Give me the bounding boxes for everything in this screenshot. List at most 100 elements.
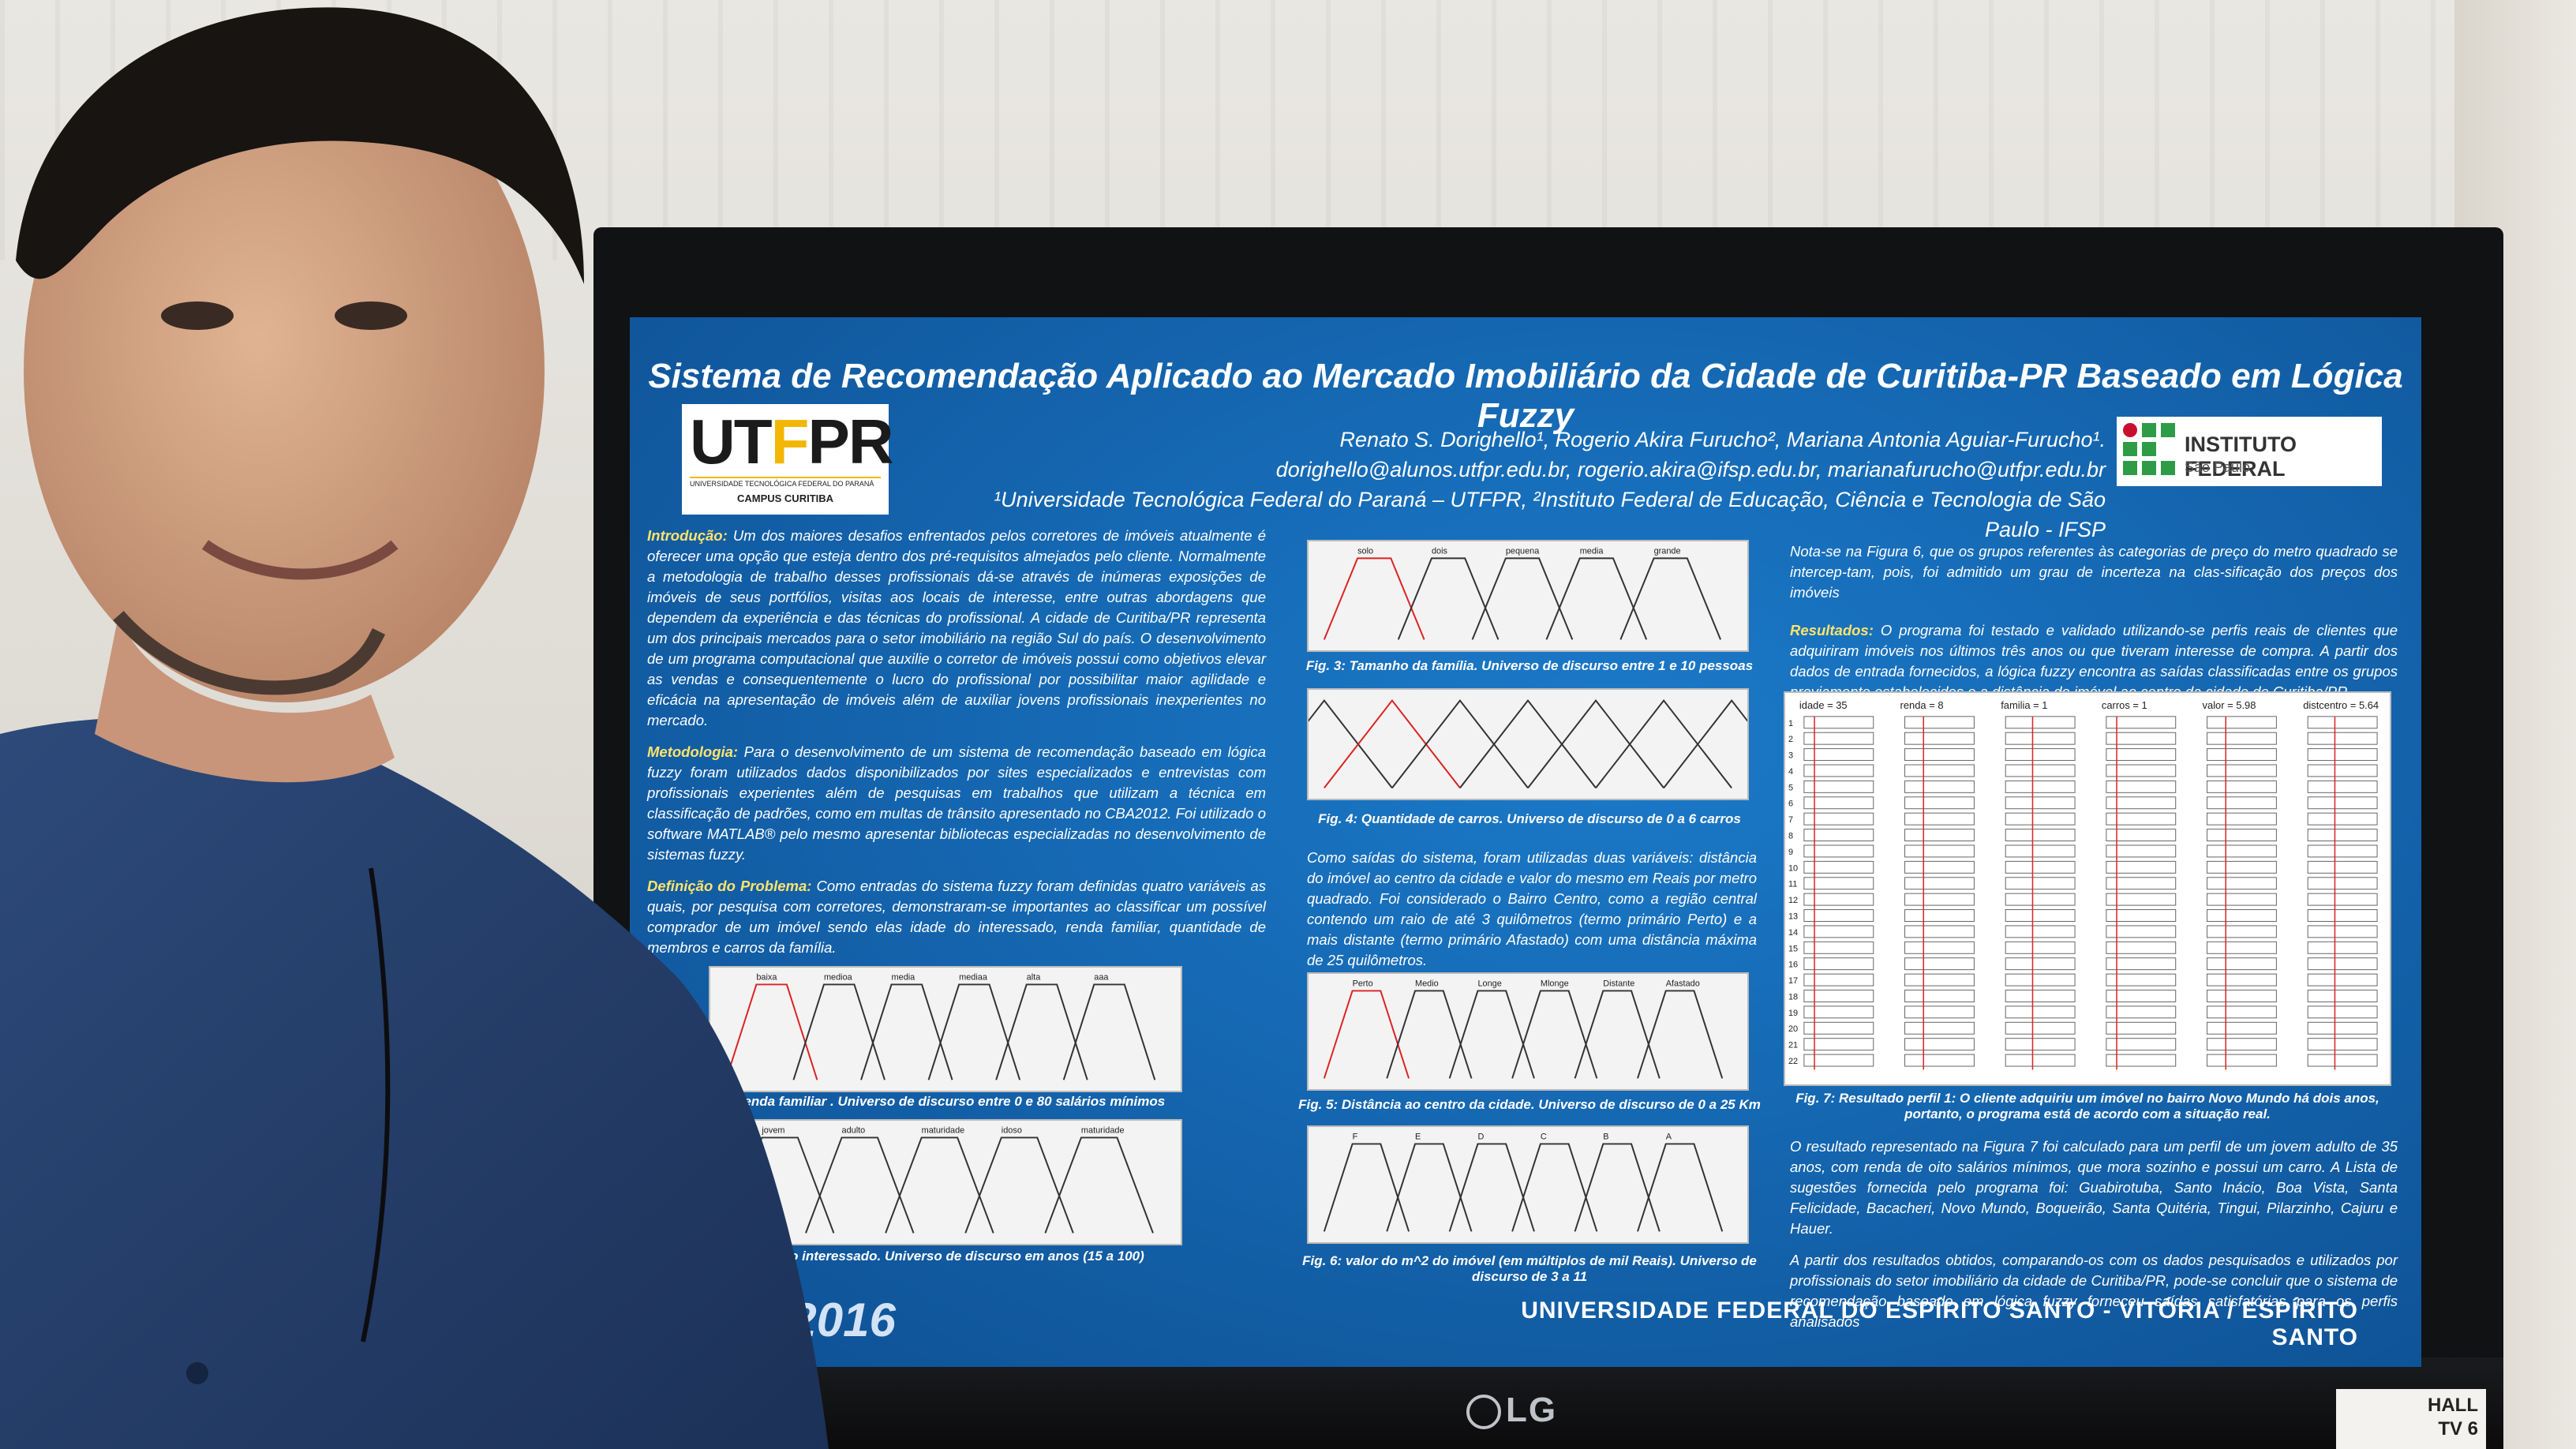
fig7-rule-cell xyxy=(2307,796,2378,810)
fig7-rule-cell xyxy=(1803,844,1874,858)
membership-curve xyxy=(1637,1143,1724,1232)
conclusion-paragraph: A partir dos resultados obtidos, compara… xyxy=(1790,1252,2398,1330)
fig7-rule-cell xyxy=(2307,1005,2378,1019)
fig7-rule-cell xyxy=(2207,957,2277,971)
outputs-paragraph: Como saídas do sistema, foram utilizadas… xyxy=(1307,849,1757,968)
fig2-svg: jovem adulto maturidade idoso maturidade xyxy=(724,1126,1154,1234)
fig7-rule-cell xyxy=(2005,1054,2076,1067)
membership-label: D xyxy=(1477,1133,1484,1142)
fig7-rule-cell xyxy=(2005,893,2076,906)
membership-label: maturidade xyxy=(922,1126,965,1136)
tv-bezel-bottom xyxy=(593,1357,2503,1449)
fig7-rule-cell xyxy=(2207,829,2277,842)
membership-label: medioa xyxy=(824,973,853,983)
fig7-rule-cell xyxy=(2005,812,2076,826)
fig7-rule-cell xyxy=(2005,716,2076,729)
fig7-row-number: 1 xyxy=(1788,719,1793,728)
membership-curve xyxy=(1309,698,1393,788)
problem-paragraph: Definição do Problema: Como entradas do … xyxy=(647,878,1266,956)
fig5-caption: Fig. 5: Distância ao centro da cidade. U… xyxy=(1298,1097,1761,1112)
fig7-header: idade = 35 xyxy=(1799,699,1848,711)
fig7-rule-cell xyxy=(2307,829,2378,842)
fig4-caption: Fig. 4: Quantidade de carros. Universo d… xyxy=(1318,811,1741,826)
face-shape xyxy=(24,39,545,702)
fig7-rule-cell xyxy=(2005,732,2076,745)
fig7-rule-cell xyxy=(1904,925,1975,938)
fig7-rule-cell xyxy=(2307,909,2378,922)
fig7-rule-cell xyxy=(1803,732,1874,745)
neck-shape xyxy=(95,616,395,783)
fig7-row-number: 17 xyxy=(1788,976,1798,986)
fig7-rule-cell xyxy=(2307,1021,2378,1035)
fig5-svg: Perto Medio Longe Mlonge Distante Afastado xyxy=(1323,979,1724,1079)
fig7-rule-cell xyxy=(2106,941,2177,954)
fig7-rule-cell xyxy=(1904,893,1975,906)
membership-label: Medio xyxy=(1415,979,1439,989)
utfpr-logo-mark: UTFPR xyxy=(690,406,894,477)
fig7-rule-cell xyxy=(1803,796,1874,810)
fig7-rule-cell xyxy=(1904,732,1975,745)
fig7-rule-cell xyxy=(2005,780,2076,793)
fig7-row-number: 11 xyxy=(1788,880,1797,889)
membership-curve xyxy=(1391,698,1529,788)
tv-label-sign: HALL TV 6 xyxy=(2336,1389,2486,1449)
hair-shape xyxy=(16,7,584,284)
fig7-rule-cell xyxy=(2307,860,2378,874)
fig7-row-number: 22 xyxy=(1788,1057,1798,1066)
fig7-rule-cell xyxy=(2005,877,2076,890)
fig7-rule-cell xyxy=(2106,829,2177,842)
fig7-rule-cell xyxy=(1803,909,1874,922)
fig7-rule-cell xyxy=(2005,796,2076,810)
fig7-row-number: 8 xyxy=(1788,832,1793,841)
membership-curve xyxy=(1386,990,1473,1079)
membership-curve xyxy=(860,983,953,1080)
fig7-rule-cell xyxy=(1803,957,1874,971)
membership-label: media xyxy=(1580,547,1604,556)
person-foreground xyxy=(0,7,829,1449)
fig7-result: idade = 35 renda = 8 familia = 1 carros = 1… xyxy=(1784,691,2391,1086)
fig7-rule-cell xyxy=(2207,732,2277,745)
note-paragraph: Nota-se na Figura 6, que os grupos refer… xyxy=(1790,543,2398,601)
fig7-caption: Fig. 7: Resultado perfil 1: O cliente ad… xyxy=(1795,1091,2379,1121)
fig7-header: carros = 1 xyxy=(2102,699,2147,711)
fig7-row-number: 9 xyxy=(1788,848,1793,857)
membership-curve xyxy=(1663,698,1747,788)
fig7-rule-cell xyxy=(1803,860,1874,874)
fig1-plot: baixa medioa media mediaa alta aaa xyxy=(709,966,1182,1092)
fig7-rule-cell xyxy=(1904,877,1975,890)
fig7-row-number: 3 xyxy=(1788,751,1793,761)
fig7-rule-cell xyxy=(2207,877,2277,890)
membership-curve xyxy=(724,983,818,1080)
tv-brand-logo: LG xyxy=(1466,1391,1557,1430)
fig7-rule-cell xyxy=(2106,796,2177,810)
fig7-rule-cell xyxy=(2005,748,2076,762)
fig4-svg xyxy=(1309,698,1747,788)
membership-label: Afastado xyxy=(1666,979,1700,989)
fig7-rule-cell xyxy=(2207,716,2277,729)
fig7-rule-cell xyxy=(1803,748,1874,762)
fig7-rule-cell xyxy=(1904,796,1975,810)
membership-curve xyxy=(1044,1136,1154,1234)
fig7-row-number: 10 xyxy=(1788,863,1798,873)
results-paragraph: Resultados: O programa foi testado e val… xyxy=(1790,622,2398,700)
fig7-rule-cell xyxy=(1904,1054,1975,1067)
fig7-rule-cell xyxy=(2106,732,2177,745)
fig7-rule-cell xyxy=(2207,844,2277,858)
membership-curve xyxy=(1511,990,1598,1079)
membership-label: maturidade xyxy=(1081,1126,1125,1136)
membership-curve xyxy=(1062,983,1156,1080)
membership-label: alta xyxy=(1027,973,1042,983)
fig7-rule-cell xyxy=(2106,909,2177,922)
membership-curve xyxy=(1323,1143,1410,1232)
fig7-rule-cell xyxy=(2307,780,2378,793)
fig7-rule-cell xyxy=(2307,990,2378,1002)
fig7-row-number: 15 xyxy=(1788,944,1798,953)
fig7-svg: idade = 35 renda = 8 familia = 1 carros = 1… xyxy=(1788,699,2379,1070)
fig7-rule-cell xyxy=(1803,1038,1874,1051)
fig7-rule-cell xyxy=(2106,990,2177,1002)
fig7-rule-cell xyxy=(1904,812,1975,826)
membership-curve xyxy=(1471,557,1574,640)
poster-authors: Renato S. Dorighello¹, Rogerio Akira Fur… xyxy=(994,428,2106,541)
poster-footer: UNIVERSIDADE FEDERAL DO ESPÍRITO SANTO -… xyxy=(1521,1297,2358,1350)
